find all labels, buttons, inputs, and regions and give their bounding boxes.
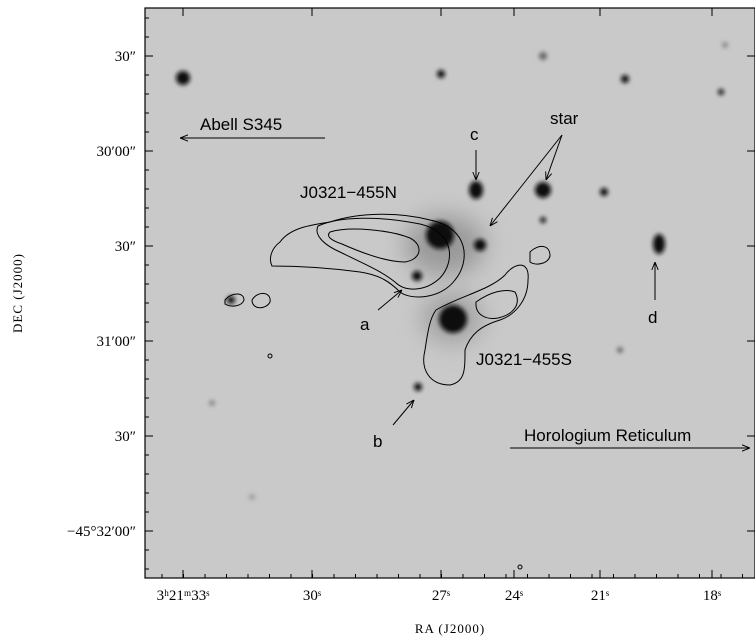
x-axis-label: RA (J2000): [415, 621, 485, 636]
sky-image: [144, 7, 755, 579]
y-axis-label: DEC (J2000): [10, 253, 25, 333]
annotation: c: [470, 125, 479, 144]
annotation: Abell S345: [200, 115, 282, 134]
y-tick-label: 30′00″: [96, 144, 136, 160]
x-tick-label: 18ˢ: [703, 588, 721, 604]
x-tick-label: 21ˢ: [591, 588, 609, 604]
y-tick-label: 31′00″: [96, 334, 136, 350]
annotation: star: [550, 109, 579, 128]
y-tick-label: 30″: [115, 429, 136, 445]
y-tick-label: 30″: [115, 49, 136, 65]
y-tick-label: 30″: [115, 239, 136, 255]
annotation: J0321−455N: [300, 183, 397, 202]
annotation: a: [360, 315, 370, 334]
y-tick-label: −45°32′00″: [67, 524, 136, 540]
tick-marks: [145, 8, 755, 578]
x-tick-label: 3ʰ21ᵐ33ˢ: [157, 588, 210, 604]
annotation: d: [648, 308, 657, 327]
x-tick-label: 24ˢ: [505, 588, 523, 604]
annotation: Horologium Reticulum: [524, 426, 691, 445]
annotation: b: [373, 432, 382, 451]
x-tick-label: 30ˢ: [303, 588, 321, 604]
x-tick-label: 27ˢ: [432, 588, 450, 604]
annotation: J0321−455S: [476, 350, 572, 369]
